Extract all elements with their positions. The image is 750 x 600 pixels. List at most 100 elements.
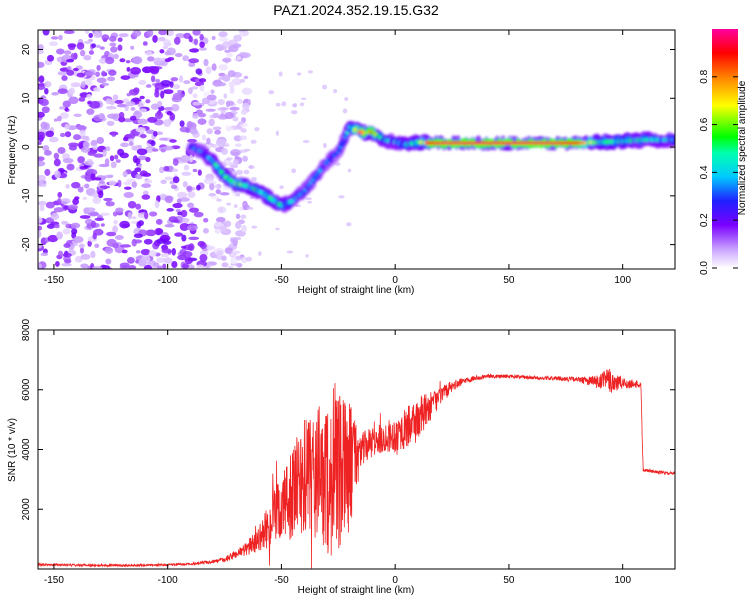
noise-blob [195,68,203,75]
noise-blob [322,142,327,149]
noise-blob [117,179,122,188]
noise-blob [139,95,145,100]
noise-blob [83,160,95,166]
noise-blob [70,82,82,88]
noise-blob [342,108,348,114]
noise-blob [79,247,85,254]
noise-blob [206,245,216,251]
noise-blob [334,162,341,166]
noise-blob [59,106,66,110]
noise-blob [214,129,221,135]
colorbar-tick-label: 0.0 [699,261,710,275]
noise-blob [57,71,67,76]
noise-blob [58,34,63,41]
noise-blob [291,168,297,174]
noise-blob [222,41,232,48]
noise-blob [53,152,60,160]
noise-blob [65,184,70,189]
noise-blob [338,195,345,199]
noise-blob [127,201,137,209]
noise-blob [95,71,100,77]
noise-blob [84,30,90,35]
noise-blob [63,243,71,248]
noise-blob [279,185,284,190]
noise-blob [147,56,155,62]
noise-blob [237,98,243,104]
noise-blob [119,152,129,159]
noise-blob [212,112,220,118]
noise-blob [97,228,103,235]
noise-blob [188,62,196,68]
noise-blob [188,87,193,95]
noise-blob [67,43,77,48]
noise-blob [126,66,131,72]
noise-blob [38,180,45,187]
noise-blob [251,176,257,182]
noise-blob [86,108,95,115]
noise-blob [199,41,205,48]
noise-blob [145,229,157,237]
noise-blob [196,264,205,269]
noise-blob [43,149,52,156]
noise-blob [205,108,216,112]
colorbar-gradient [712,29,738,268]
noise-blob [333,88,338,94]
noise-blob [278,71,283,77]
y-tick-label: -10 [21,188,32,203]
noise-blob [241,224,247,233]
noise-blob [130,115,137,121]
noise-blob [235,169,243,175]
noise-blob [164,176,174,181]
noise-blob [149,66,160,73]
noise-blob [78,243,85,249]
noise-blob [90,250,96,259]
noise-blob [56,231,63,240]
y-tick-label: 2000 [21,498,32,521]
noise-blob [84,207,96,212]
noise-blob [104,158,110,166]
noise-blob [136,148,148,156]
noise-blob [212,145,218,149]
noise-blob [179,223,190,231]
colorbar-ticks: 0.0 0.2 0.4 0.6 0.8 [699,69,738,275]
noise-blob [167,57,175,61]
noise-blob [44,87,49,95]
noise-blob [62,158,74,164]
noise-blob [55,48,65,55]
noise-blob [226,52,233,58]
noise-blob [171,103,180,112]
noise-blob [188,236,200,241]
colorbar-tick-label: 0.8 [699,69,710,83]
noise-blob [99,46,105,50]
noise-blob [109,42,117,47]
noise-blob [192,112,199,119]
noise-blob [164,195,173,204]
noise-blob [238,121,244,125]
noise-blob [86,93,92,99]
noise-blob [108,69,117,76]
y-tick-label: 0 [21,144,32,150]
noise-blob [344,96,349,102]
noise-blob [228,81,235,88]
noise-blob [172,176,180,184]
noise-blob [42,30,50,36]
noise-blob [172,202,183,209]
noise-blob [57,88,68,95]
noise-blob [172,92,183,101]
noise-blob [225,100,235,106]
noise-blob [38,111,45,118]
noise-blob [120,244,132,248]
y-tick-label: 20 [21,44,32,56]
x-tick-label: 100 [614,575,631,586]
noise-blob [199,253,208,262]
noise-blob [92,196,101,205]
noise-blob [93,31,101,38]
noise-blob [123,191,134,198]
noise-blob [118,116,126,123]
noise-blob [192,30,201,36]
figure-title: PAZ1.2024.352.19.15.G32 [273,2,439,18]
noise-blob [163,165,170,172]
noise-blob [141,194,151,200]
noise-blob [176,198,182,204]
noise-blob [127,212,133,220]
